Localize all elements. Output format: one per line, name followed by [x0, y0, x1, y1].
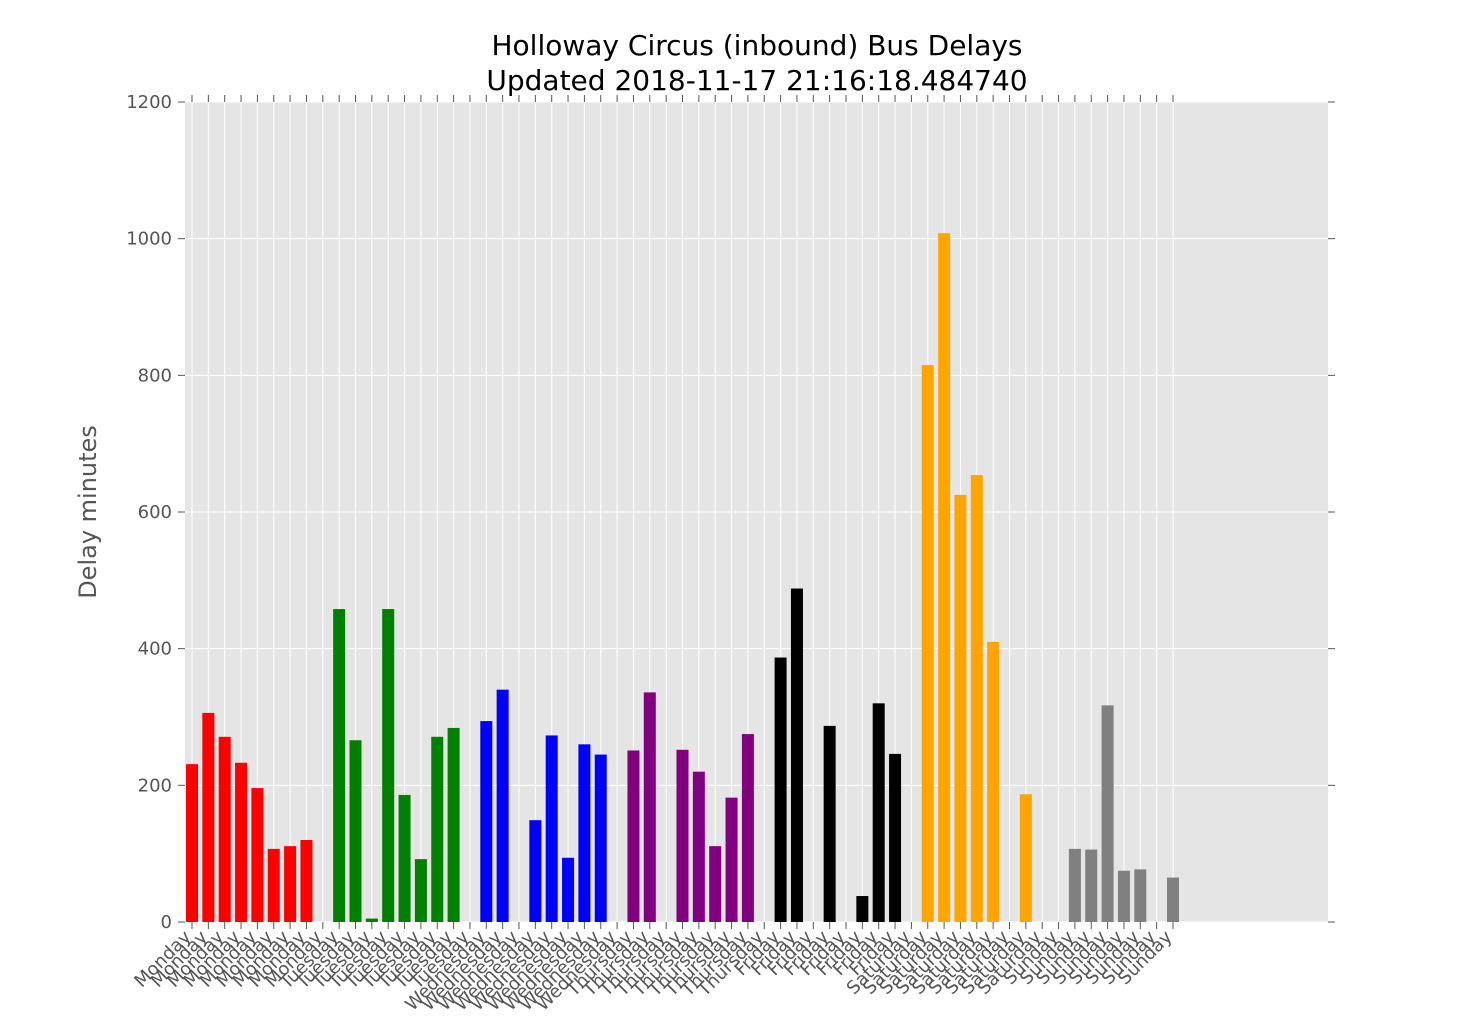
bar [889, 753, 902, 922]
bar [349, 740, 362, 922]
bar [186, 764, 198, 922]
bar [447, 727, 460, 922]
bar [954, 494, 967, 922]
bar [267, 848, 280, 922]
x-axis-ticks: MondayMondayMondayMondayMondayMondayMond… [130, 95, 1177, 1015]
bar [382, 609, 395, 922]
bar [938, 233, 951, 922]
bar [235, 762, 248, 922]
bar [414, 859, 427, 922]
bar [218, 736, 231, 922]
bar [480, 721, 493, 922]
bar [725, 797, 738, 922]
bar [987, 641, 1000, 922]
y-axis-label: Delay minutes [74, 425, 102, 599]
bar [333, 609, 346, 922]
bar [692, 771, 705, 922]
bar [774, 657, 787, 922]
bar [1085, 849, 1098, 922]
bar [823, 725, 836, 922]
bar [676, 749, 689, 922]
bar [594, 754, 607, 922]
bar [709, 846, 722, 922]
bar [562, 857, 575, 922]
bar [970, 475, 983, 922]
bar [741, 734, 754, 922]
chart-title: Holloway Circus (inbound) Bus Delays [491, 29, 1022, 62]
bar [1019, 794, 1032, 922]
bar [284, 846, 297, 922]
bar [202, 712, 215, 922]
bar [790, 588, 803, 922]
bar [398, 794, 411, 922]
y-tick-label: 200 [138, 775, 172, 796]
chart-subtitle: Updated 2018-11-17 21:16:18.484740 [486, 64, 1027, 97]
bar [1101, 705, 1114, 922]
bar [921, 365, 934, 922]
bar [872, 703, 885, 922]
bar [496, 689, 509, 922]
bar [578, 744, 591, 922]
bar [529, 820, 542, 922]
y-tick-label: 600 [138, 502, 172, 523]
bar [1117, 870, 1130, 922]
bar [1068, 848, 1081, 922]
bar [627, 750, 640, 922]
y-tick-label: 400 [138, 639, 172, 660]
bar [643, 692, 656, 922]
bar [545, 735, 558, 922]
bar [1167, 877, 1179, 922]
bar [365, 918, 378, 922]
bar [431, 736, 444, 922]
y-tick-label: 1200 [126, 92, 172, 113]
y-tick-label: 0 [161, 912, 172, 933]
bar [856, 896, 869, 922]
y-tick-label: 800 [138, 365, 172, 386]
bar [251, 788, 264, 922]
bar-series [186, 233, 1179, 922]
bar [1134, 869, 1147, 922]
y-tick-label: 1000 [126, 229, 172, 250]
bar [300, 840, 313, 922]
y-axis-ticks: 0 200 400 600 800 1000 1200 [126, 92, 1335, 933]
